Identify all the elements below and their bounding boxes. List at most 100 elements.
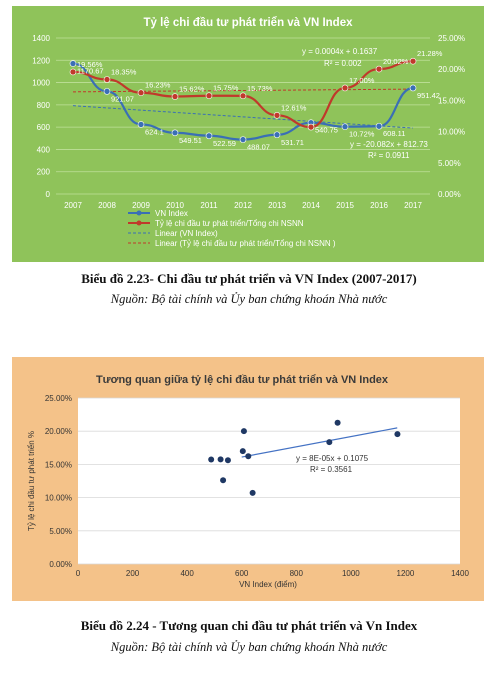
chart1-x-tick: 2007: [64, 201, 82, 210]
chart2-trend-line: [241, 427, 398, 458]
chart2-point: [224, 457, 231, 464]
chart2-point: [326, 439, 333, 446]
chart1-point-ratio: [137, 89, 145, 97]
chart1-label-ratio: 20.02%: [383, 57, 409, 66]
figure1-caption-source: Nguồn: Bộ tài chính và Ủy ban chứng khoá…: [110, 292, 388, 306]
chart2-points: [208, 419, 401, 496]
chart2-x-axis-label: VN Index (điểm): [239, 580, 297, 589]
chart1-label-vnindex: 951.42: [417, 91, 440, 100]
chart2-point: [220, 477, 227, 484]
chart1-label-vnindex: 522.59: [213, 139, 236, 148]
chart1-point-ratio: [103, 76, 111, 83]
chart1-y-right-tick: 0.00%: [438, 190, 461, 199]
chart-investment-vnindex: Tỷ lệ chi đầu tư phát triển và VN Index …: [12, 6, 484, 262]
chart2-y-tick: 25.00%: [45, 394, 72, 403]
chart1-legend-label: VN Index: [155, 209, 188, 218]
chart1-x-tick: 2008: [98, 201, 116, 210]
chart2-trend-r2: R² = 0.3561: [310, 465, 353, 474]
chart1-point-ratio: [239, 92, 247, 100]
chart2-y-axis-label: Tỷ lệ chi đầu tư phát triển %: [27, 431, 36, 531]
chart1-point-vnindex: [409, 84, 417, 92]
chart1-point-vnindex: [137, 121, 145, 128]
chart1-point-vnindex: [103, 88, 111, 95]
chart1-y-left-tick: 1200: [32, 56, 50, 65]
chart2-point: [394, 431, 401, 438]
chart1-y-left-tick: 800: [37, 101, 51, 110]
chart1-legend-marker: [136, 210, 142, 216]
chart1-point-vnindex: [341, 123, 349, 130]
chart2-trend-equation: y = 8E-05x + 0.1075: [296, 454, 369, 463]
chart1-title: Tỷ lệ chi đầu tư phát triển và VN Index: [144, 17, 354, 29]
chart1-point-vnindex: [205, 132, 213, 140]
chart1-point-ratio: [69, 68, 77, 76]
chart1-y-left-tick: 400: [37, 145, 51, 154]
chart1-label-vnindex: 540.75: [315, 126, 338, 135]
chart2-y-tick: 0.00%: [49, 560, 72, 569]
chart-correlation-scatter: Tương quan giữa tỷ lệ chi đầu tư phát tr…: [12, 357, 484, 601]
chart1-y-left-tick: 0: [46, 190, 51, 199]
chart1-y-left-tick: 600: [37, 123, 51, 132]
chart1-point-ratio: [171, 93, 179, 100]
chart1-x-tick: 2017: [404, 201, 422, 210]
chart1-x-tick: 2015: [336, 201, 354, 210]
figure2-caption-source: Nguồn: Bộ tài chính và Ủy ban chứng khoá…: [110, 640, 388, 654]
chart1-y-right-tick: 5.00%: [438, 159, 461, 168]
chart1-label-ratio: 16.23%: [145, 81, 171, 90]
chart2-x-tick: 400: [180, 569, 194, 578]
chart1-x-tick: 2016: [370, 201, 388, 210]
chart2-point: [249, 489, 256, 496]
chart1-label-vnindex: 488.07: [247, 143, 270, 152]
chart1-x-tick: 2011: [200, 201, 218, 210]
chart2-trendline: [241, 427, 398, 458]
chart1-point-vnindex: [239, 136, 247, 143]
chart1-label-vnindex: 10.72%: [349, 130, 375, 139]
chart1-background: [12, 6, 484, 262]
chart1-label-vnindex: 921.07: [111, 94, 134, 103]
chart2-point: [334, 419, 341, 426]
chart2-y-tick: 15.00%: [45, 460, 72, 469]
chart1-legend-label: Linear (VN Index): [155, 229, 218, 238]
chart1-y-left-tick: 1400: [32, 34, 50, 43]
chart1-point-vnindex: [273, 131, 281, 139]
chart2-point: [217, 456, 224, 463]
chart1-x-tick: 2014: [302, 201, 320, 210]
chart2-plot-area: [78, 398, 460, 564]
chart1-trendline-vnindex: [72, 105, 414, 129]
chart1-label-ratio: 15.62%: [179, 85, 205, 94]
chart2-x-tick: 1400: [451, 569, 469, 578]
chart1-label-ratio: 19.56%: [77, 60, 103, 69]
chart1-trendlines: [72, 88, 414, 129]
chart1-label-ratio: 21.28%: [417, 49, 443, 58]
chart1-y-right-axis: 0.00% 5.00% 10.00% 15.00% 20.00% 25.00%: [438, 34, 465, 199]
chart1-y-right-tick: 25.00%: [438, 34, 465, 43]
chart1-label-vnindex: 1170.67: [77, 67, 104, 76]
chart1-point-ratio: [341, 84, 349, 92]
chart2-y-tick: 10.00%: [45, 494, 72, 503]
chart1-y-left-axis: 0 200 400 600 800 1000 1200 1400: [32, 34, 50, 199]
chart1-label-ratio: 12.61%: [281, 103, 307, 112]
chart1-x-tick: 2012: [234, 201, 252, 210]
chart1-series: [69, 57, 417, 143]
chart1-gridlines: [56, 37, 430, 195]
chart1-label-vnindex: 531.71: [281, 138, 304, 147]
chart1-label-ratio: 15.73%: [247, 84, 273, 93]
chart2-x-tick: 1000: [342, 569, 360, 578]
chart1-y-left-tick: 200: [37, 168, 51, 177]
chart2-y-tick: 5.00%: [49, 527, 72, 536]
chart1-y-left-tick: 1000: [32, 79, 50, 88]
chart1-y-right-tick: 10.00%: [438, 128, 465, 137]
chart1-point-vnindex: [171, 129, 179, 137]
chart1-point-ratio: [205, 92, 213, 100]
chart2-point: [240, 428, 247, 435]
chart1-legend-marker: [136, 220, 142, 226]
chart2-x-tick: 1200: [397, 569, 415, 578]
chart1-label-ratio: 15.75%: [213, 84, 239, 93]
chart1-trend-left-r2: R² = 0.0911: [368, 151, 410, 160]
chart2-y-tick: 20.00%: [45, 427, 72, 436]
chart2-x-tick: 0: [76, 569, 81, 578]
chart1-x-tick: 2013: [268, 201, 286, 210]
figure2-caption-title: Biểu đồ 2.24 - Tương quan chi đầu tư phá…: [80, 618, 418, 633]
chart1-trend-right-r2: R² = 0.002: [324, 59, 362, 68]
chart1-label-vnindex: 608.11: [383, 129, 405, 138]
chart1-x-axis: 2007 2008 2009 2010 2011 2012 2013 2014 2015 2016…: [64, 201, 422, 210]
